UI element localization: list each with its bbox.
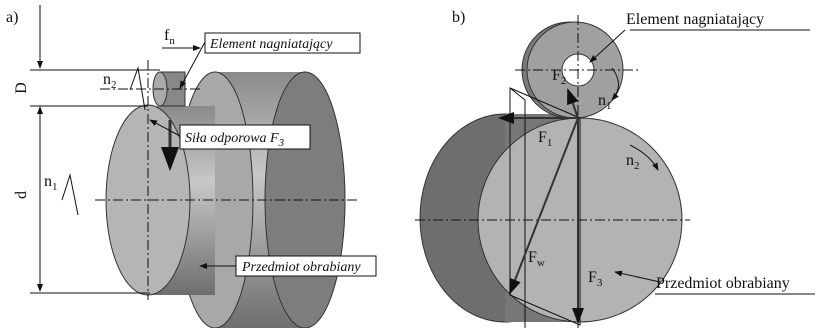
- sub: 1: [547, 137, 553, 149]
- rotation-label: n2: [103, 71, 117, 91]
- main: F: [538, 129, 547, 146]
- sub: 1: [606, 100, 612, 112]
- diagram: a) fn Element nagniatający n2 D Siła odp…: [0, 0, 822, 328]
- main: n: [626, 152, 634, 169]
- sub: 3: [597, 277, 603, 289]
- feed-label: fn: [164, 27, 175, 47]
- tool-label: Element nagniatający: [209, 37, 333, 52]
- main: n: [44, 173, 52, 190]
- workpiece-label: Przedmiot obrabiany: [656, 275, 790, 292]
- sub: n: [169, 35, 175, 47]
- dimension-label: d: [13, 191, 30, 199]
- sub: w: [537, 257, 545, 269]
- panel-a-drawing: [30, 5, 376, 328]
- rotation-label: n1: [44, 173, 58, 193]
- main: F: [528, 249, 537, 266]
- main: n: [598, 92, 606, 109]
- sub: 2: [634, 160, 640, 172]
- sub: 2: [111, 79, 117, 91]
- panel-label: a): [6, 9, 18, 26]
- main: Siła odporowa F: [185, 131, 279, 146]
- main: F: [552, 67, 561, 84]
- sub: 3: [278, 137, 285, 149]
- main: F: [588, 269, 597, 286]
- workpiece-label: Przedmiot obrabiany: [241, 260, 361, 275]
- tool-label: Element nagniatający: [626, 11, 764, 28]
- sub: 1: [52, 181, 58, 193]
- main: n: [103, 71, 111, 88]
- panel-label: b): [452, 9, 465, 26]
- sub: 2: [561, 75, 567, 87]
- dimension-label: D: [13, 82, 30, 94]
